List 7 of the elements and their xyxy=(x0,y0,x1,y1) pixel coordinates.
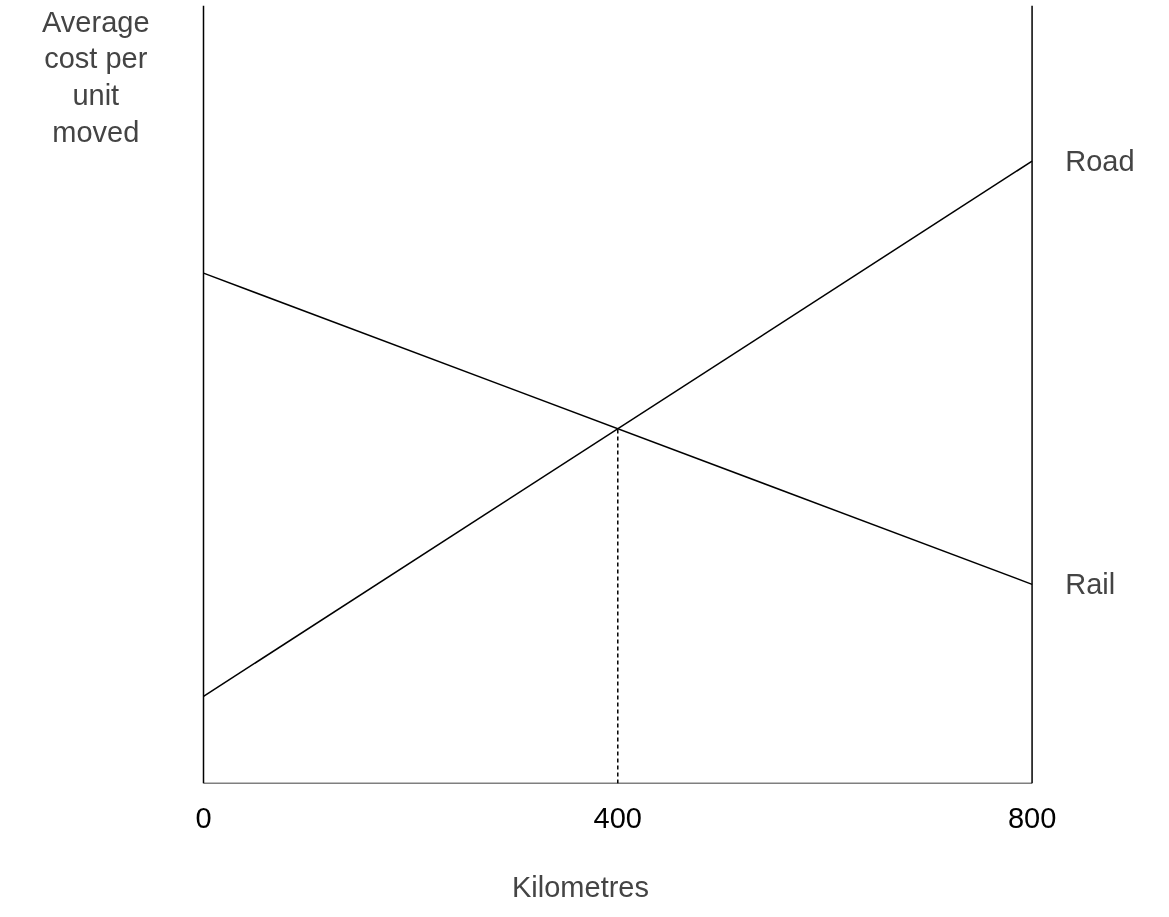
y-axis-title: Average cost per unit moved xyxy=(42,5,150,148)
x-axis-title: Kilometres xyxy=(512,870,650,903)
x-tick-label: 400 xyxy=(593,801,642,834)
x-tick-label: 800 xyxy=(1007,801,1057,834)
x-tick-label: 0 xyxy=(195,801,212,834)
series-label: Rail xyxy=(1065,568,1116,601)
series-label: Road xyxy=(1065,145,1135,178)
